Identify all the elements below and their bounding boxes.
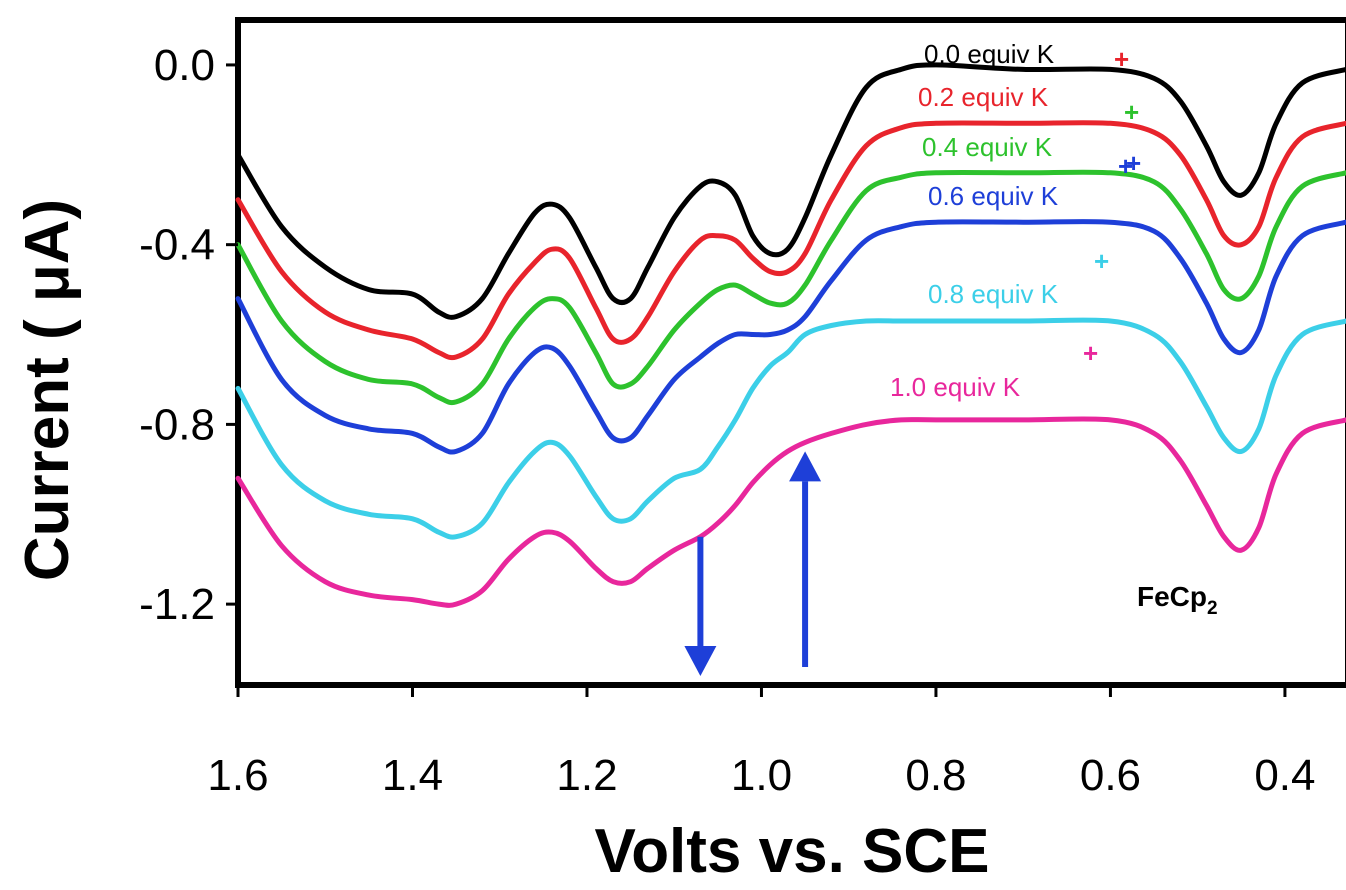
x-tick-label: 0.6 [1080,751,1141,800]
series-label-5: 1.0 equiv K [890,372,1021,402]
x-tick-label: 1.2 [556,751,617,800]
arrow-down [684,536,717,677]
y-tick-label: -0.8 [139,400,215,449]
x-tick-label: 0.8 [905,751,966,800]
fecp2-annotation: FeCp2 [1137,581,1218,619]
x-axis-title: Volts vs. SCE [594,817,989,886]
series-label-plus-0: + [1114,44,1129,74]
series-label-plus-5: + [1083,338,1098,368]
series-line-1 [235,120,1346,361]
series-label-plus-3: + [1118,151,1133,181]
x-tick-label: 1.4 [382,751,443,800]
series-label-plus-1: + [1124,97,1139,127]
x-tick-label: 1.6 [207,751,268,800]
y-tick-label: -1.2 [139,580,215,629]
tick-layer: 1.6 1.4 1.2 1.0 0.8 0.6 0.4 0.0 -0.4 -0.8 -1.2 [139,41,1315,800]
series-layer [235,62,1346,608]
arrow-up [789,451,822,668]
series-label-4: 0.8 equiv K [928,279,1059,309]
y-axis-title: Current ( μA) [13,199,82,581]
fecp2-main: FeCp [1137,581,1207,612]
series-label-1: 0.2 equiv K [918,82,1049,112]
arrow-layer [684,451,822,677]
series-labels: 0.0 equiv K +0.2 equiv K +0.4 equiv K +0.6 … [890,39,1141,402]
series-label-3: 0.6 equiv K [928,181,1059,211]
y-tick-label: -0.4 [139,221,215,270]
x-tick-label: 1.0 [731,751,792,800]
x-tick-label: 0.4 [1254,751,1315,800]
series-label-plus-2: + [1126,148,1141,178]
series-line-0 [235,62,1346,320]
series-line-2 [235,169,1346,406]
series-label-2: 0.4 equiv K [922,132,1053,162]
series-line-5 [235,416,1346,608]
series-label-0: 0.0 equiv K [924,39,1055,69]
series-line-3 [235,219,1346,455]
series-label-plus-4: + [1094,246,1109,276]
fecp2-subscript: 2 [1207,598,1218,619]
series-line-4 [235,317,1346,540]
y-tick-label: 0.0 [154,41,215,90]
plot-frame [235,17,1346,688]
